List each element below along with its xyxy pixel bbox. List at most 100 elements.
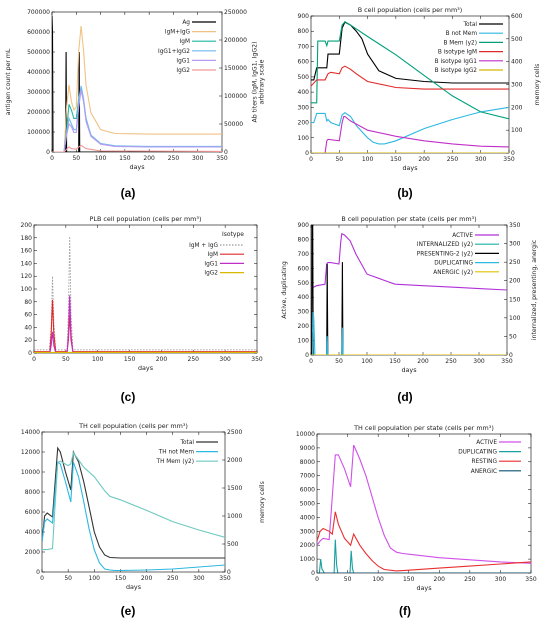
panel-e: TH cell population (cells per mm³) 0 50 100…: [0, 418, 275, 598]
x-axis-label: days: [416, 584, 432, 592]
y-tick-label: 600: [298, 265, 310, 272]
legend-label: DUPLICATING: [458, 450, 497, 456]
y2-tick-label: 0: [509, 352, 513, 359]
y2-tick-label: 250: [509, 259, 521, 266]
series-line-igg1: [52, 90, 222, 152]
y2-tick-label: 250000: [224, 9, 247, 16]
y-tick-label: 700000: [27, 9, 50, 16]
y2-tick-label: 500: [511, 36, 523, 43]
x-axis-label: days: [126, 583, 142, 591]
x-tick-label: 300: [475, 156, 487, 163]
series-line-b-isotype-igm: [311, 65, 509, 90]
y-tick-label: 300000: [27, 89, 50, 96]
y2-tick-label: 2000: [227, 457, 242, 464]
y2-axis-label-line: internalized, presenting, anergic: [531, 239, 538, 340]
panel-label-f: (f): [399, 604, 411, 618]
y-tick-label: 60: [24, 312, 32, 319]
y2-tick-label: 0: [224, 149, 228, 156]
panel-label-d: (d): [397, 390, 413, 404]
legend-label: IgG2: [204, 271, 218, 277]
x-tick-label: 200: [417, 358, 429, 365]
x-tick-label: 50: [335, 156, 343, 163]
y2-axis-label: memory cells: [534, 64, 541, 106]
y2-tick-label: 1500: [227, 485, 242, 492]
legend-label: ACTIVE: [476, 440, 497, 446]
legend-label: B not Mem: [446, 31, 478, 37]
x-tick-label: 50: [64, 575, 72, 582]
y-tick-label: 900: [298, 222, 310, 229]
y-tick-label: 10000: [296, 431, 315, 438]
y2-tick-label: 400: [511, 59, 523, 66]
x-tick-label: 150: [403, 576, 415, 583]
y-tick-label: 6000: [25, 509, 40, 516]
y2-axis-label: memory cells: [259, 481, 266, 523]
series-line-total: [42, 446, 225, 559]
y2-axis-label-line: memory cells: [534, 64, 541, 106]
series-line-presenting-2-y2: [311, 225, 507, 355]
legend-label: PRESENTING-2 (y2): [417, 251, 473, 257]
x-tick-label: 150: [119, 155, 131, 162]
legend-label: IgG1: [176, 58, 190, 64]
x-tick-label: 350: [501, 358, 513, 365]
x-tick-label: 200: [418, 156, 430, 163]
x-tick-label: 300: [192, 155, 204, 162]
y-tick-label: 20: [24, 337, 32, 344]
chart-d: B cell population per state (cells per m…: [281, 215, 538, 374]
y2-tick-label: 150000: [224, 65, 247, 72]
series-line-resting: [317, 511, 531, 572]
y-tick-label: 200: [298, 323, 310, 330]
y2-axis-label-line: arbitrary scale: [259, 59, 266, 104]
x-tick-label: 100: [92, 356, 104, 363]
legend-label: TH not Mem: [158, 450, 195, 456]
y-tick-label: 0: [305, 150, 309, 157]
legend-title: Isotype: [222, 231, 244, 238]
y2-tick-label: 500: [227, 541, 239, 548]
x-axis-label: days: [129, 163, 145, 171]
series-line-igm-igg: [52, 25, 222, 152]
y-tick-label: 400000: [27, 69, 50, 76]
x-tick-label: 350: [216, 155, 228, 162]
legend-label: ACTIVE: [452, 233, 473, 239]
x-tick-label: 300: [193, 575, 205, 582]
x-tick-label: 300: [219, 356, 231, 363]
y-tick-label: 80: [24, 299, 32, 306]
legend-label: DUPLICATING: [434, 261, 473, 267]
y2-axis-label-line: Ab titers (IgM, IgG1, IgG2): [252, 42, 259, 123]
y-tick-label: 120: [21, 273, 33, 280]
chart-c: PLB cell population (cells per mm³) 0 50 10…: [21, 215, 263, 372]
y-tick-label: 100000: [27, 129, 50, 136]
y-tick-label: 500000: [27, 49, 50, 56]
x-tick-label: 150: [115, 575, 127, 582]
y-tick-label: 0: [36, 569, 40, 576]
y2-tick-label: 150: [509, 296, 521, 303]
x-axis-label: days: [402, 164, 418, 172]
y-tick-label: 700: [298, 43, 310, 50]
legend-label: Total: [179, 440, 194, 446]
series-line-th-not-mem: [42, 460, 225, 572]
x-tick-label: 200: [143, 155, 155, 162]
y-tick-label: 0: [305, 352, 309, 359]
y-tick-label: 3000: [300, 528, 315, 535]
y-tick-label: 100: [298, 135, 310, 142]
y2-tick-label: 300: [509, 241, 521, 248]
y2-tick-label: 300: [511, 82, 523, 89]
y2-tick-label: 100: [511, 127, 523, 134]
y2-tick-label: 200: [509, 278, 521, 285]
x-tick-label: 300: [473, 358, 485, 365]
y2-tick-label: 600: [511, 13, 523, 20]
y-tick-label: 9000: [300, 445, 315, 452]
y-tick-label: 900: [298, 13, 310, 20]
y2-tick-label: 50000: [224, 121, 243, 128]
panel-b: B cell population (cells per mm³) 0 50 100 1…: [277, 0, 550, 180]
x-tick-label: 0: [50, 155, 54, 162]
x-tick-label: 250: [167, 575, 179, 582]
legend-label: IgM+IgG: [165, 30, 191, 36]
y2-tick-label: 100: [509, 315, 521, 322]
x-tick-label: 100: [95, 155, 107, 162]
y-axis-label: antigen count per mL: [5, 48, 12, 115]
y-tick-label: 7000: [300, 473, 315, 480]
series-line-igg1: [34, 295, 257, 353]
x-tick-label: 0: [309, 358, 313, 365]
legend-label: IgM: [208, 252, 218, 258]
y-tick-label: 4000: [25, 529, 40, 536]
